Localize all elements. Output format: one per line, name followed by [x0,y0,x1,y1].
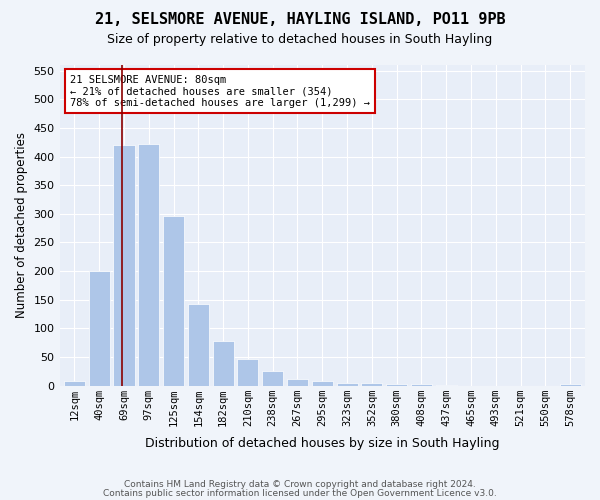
Bar [64,381,85,386]
Bar [113,145,134,386]
Bar [386,384,407,386]
Text: Contains public sector information licensed under the Open Government Licence v3: Contains public sector information licen… [103,488,497,498]
Bar [436,385,457,386]
X-axis label: Distribution of detached houses by size in South Hayling: Distribution of detached houses by size … [145,437,500,450]
Bar [89,271,110,386]
Bar [163,216,184,386]
Bar [188,304,209,386]
Text: 21 SELSMORE AVENUE: 80sqm
← 21% of detached houses are smaller (354)
78% of semi: 21 SELSMORE AVENUE: 80sqm ← 21% of detac… [70,74,370,108]
Y-axis label: Number of detached properties: Number of detached properties [15,132,28,318]
Bar [312,381,333,386]
Text: Size of property relative to detached houses in South Hayling: Size of property relative to detached ho… [107,32,493,46]
Bar [138,144,160,386]
Bar [287,378,308,386]
Bar [411,384,432,386]
Bar [337,382,358,386]
Text: 21, SELSMORE AVENUE, HAYLING ISLAND, PO11 9PB: 21, SELSMORE AVENUE, HAYLING ISLAND, PO1… [95,12,505,28]
Bar [262,372,283,386]
Bar [560,384,581,386]
Bar [212,341,233,386]
Text: Contains HM Land Registry data © Crown copyright and database right 2024.: Contains HM Land Registry data © Crown c… [124,480,476,489]
Bar [238,358,259,386]
Bar [361,384,382,386]
